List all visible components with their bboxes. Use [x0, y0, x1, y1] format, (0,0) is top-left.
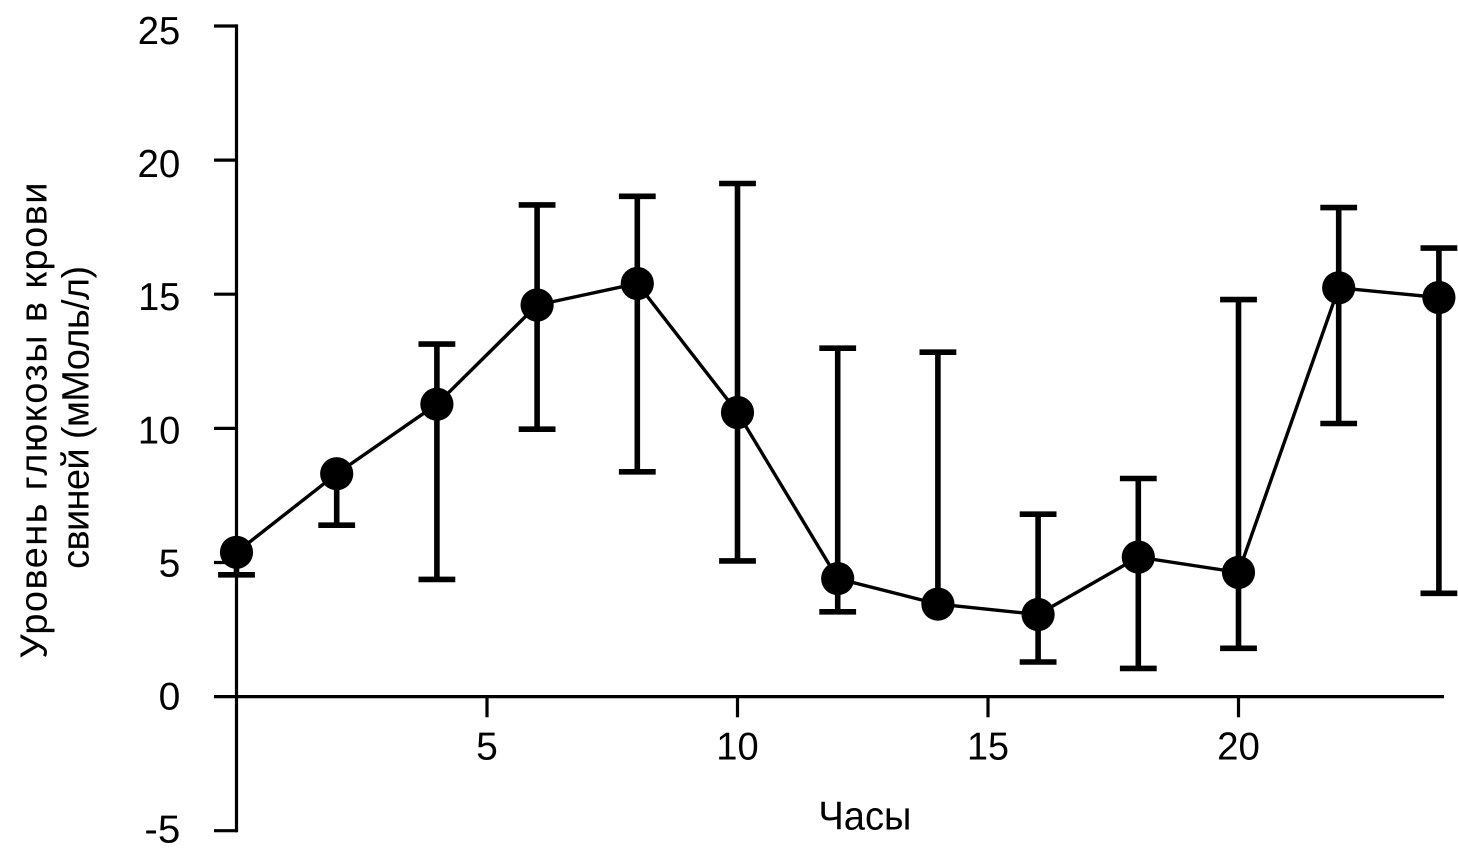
- svg-text:15: 15: [967, 726, 1009, 769]
- svg-text:свиней (мМоль/л): свиней (мМоль/л): [56, 266, 98, 569]
- svg-text:5: 5: [159, 543, 181, 586]
- svg-text:-5: -5: [144, 809, 180, 852]
- svg-text:5: 5: [476, 726, 498, 769]
- svg-text:Часы: Часы: [818, 794, 911, 838]
- svg-text:0: 0: [159, 676, 181, 719]
- svg-text:20: 20: [138, 143, 181, 186]
- svg-text:20: 20: [1217, 726, 1260, 769]
- svg-text:15: 15: [138, 276, 180, 319]
- svg-text:Уровень глюкозы в крови: Уровень глюкозы в крови: [14, 183, 56, 659]
- svg-text:10: 10: [716, 726, 758, 769]
- svg-text:10: 10: [138, 409, 180, 452]
- svg-text:25: 25: [138, 10, 181, 53]
